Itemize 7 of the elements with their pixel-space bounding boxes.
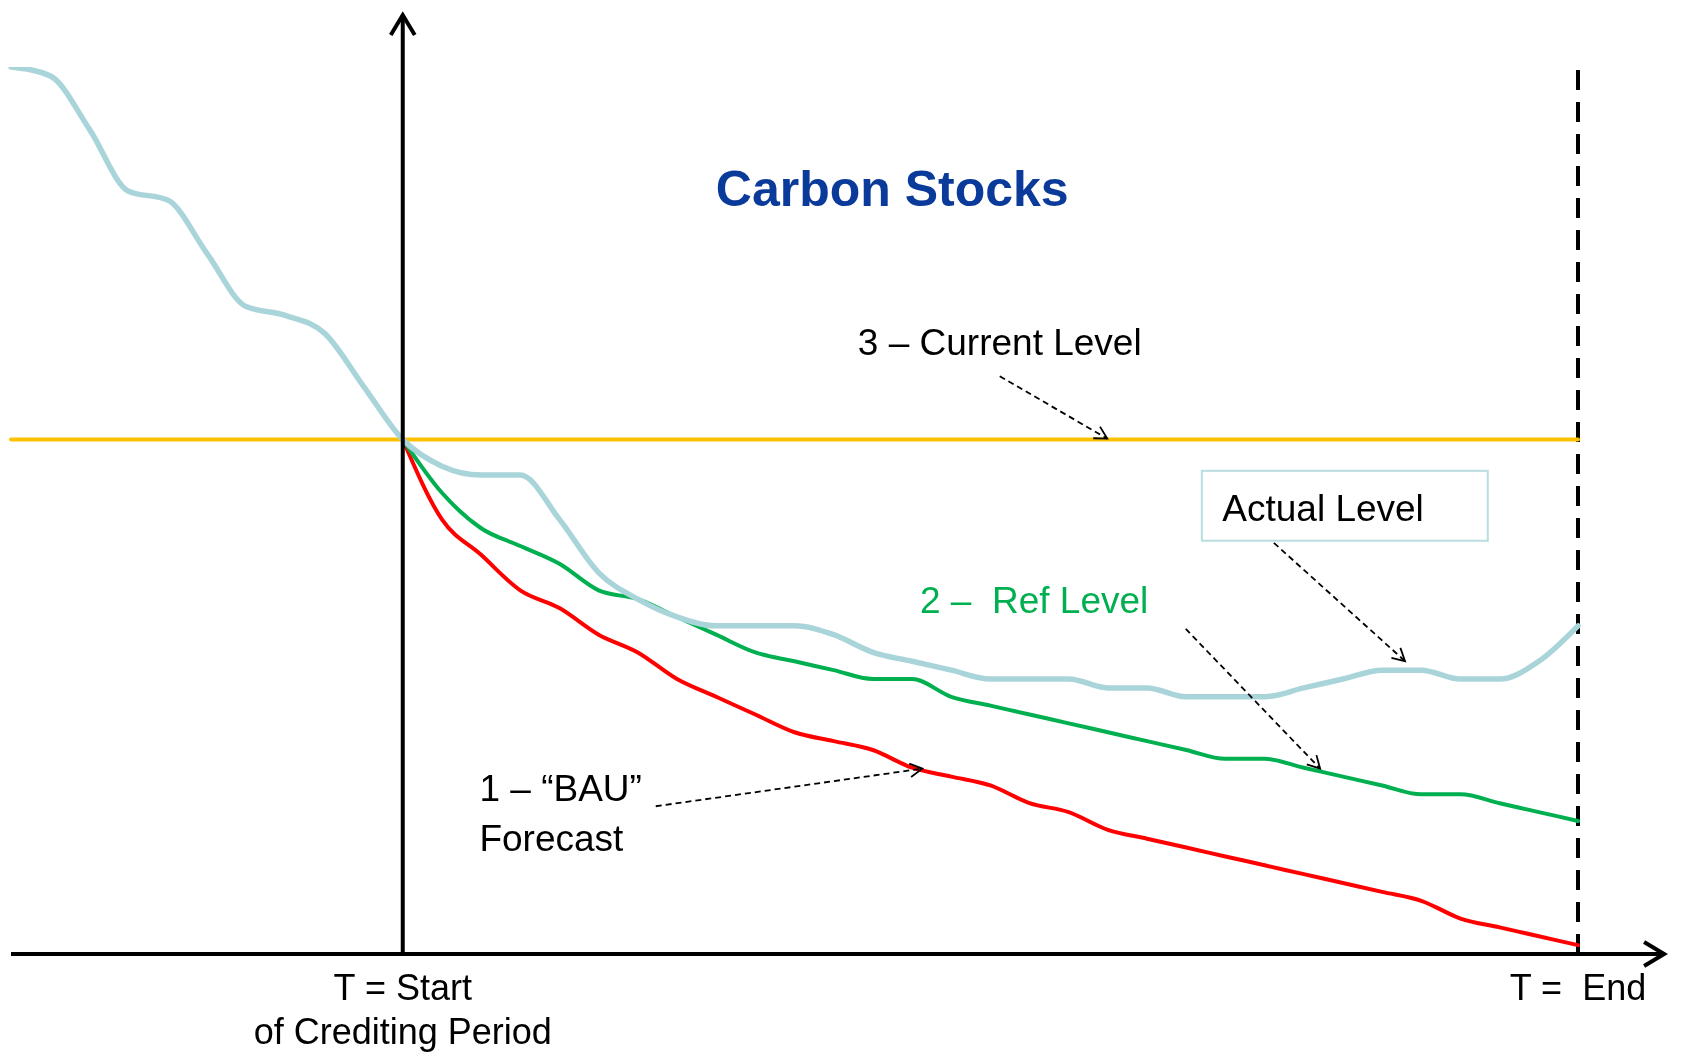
text: Carbon Stocks <box>715 161 1069 218</box>
text: 3 – Current Level <box>857 321 1142 363</box>
text: 1 – “BAU” Forecast <box>479 767 642 860</box>
x-tick-label: T = Start of Crediting Period <box>253 967 552 1052</box>
x-tick-label: T = End <box>1509 967 1647 1008</box>
series-label: 2 – Ref Level <box>919 579 1149 621</box>
text: Actual Level <box>1222 488 1424 530</box>
